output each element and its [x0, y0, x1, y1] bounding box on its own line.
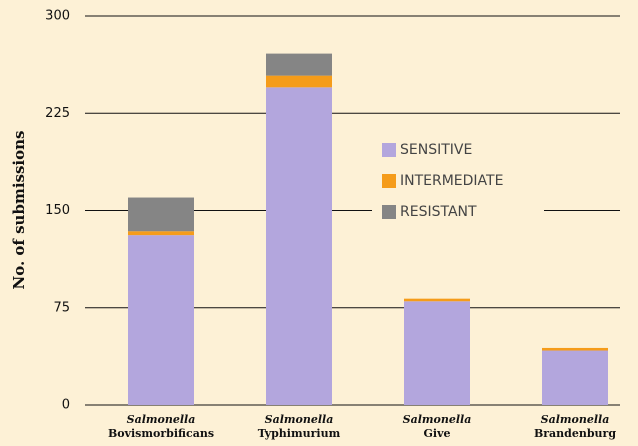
bar-segment [404, 301, 470, 405]
x-tick-label: Salmonella Typhimurium [258, 413, 341, 440]
legend-swatch [382, 143, 396, 157]
bar-segment [404, 298, 470, 302]
legend-label: INTERMEDIATE [400, 173, 503, 189]
bar-segment [266, 87, 332, 406]
y-axis-label: No. of submissions [10, 131, 28, 290]
legend-swatch [382, 205, 396, 219]
legend-background [372, 138, 544, 222]
legend-swatch [382, 174, 396, 188]
x-tick-label: Salmonella Bovismorbificans [108, 413, 214, 440]
y-tick-label: 75 [53, 300, 70, 315]
bar-segment [266, 75, 332, 88]
bar-segment [266, 53, 332, 76]
y-tick-label: 300 [45, 9, 70, 24]
bar-segment [128, 231, 194, 236]
legend-label: SENSITIVE [400, 142, 472, 158]
bar-segment [542, 347, 608, 351]
x-tick-label: Salmonella Give [403, 413, 472, 440]
bar-segment [542, 350, 608, 405]
x-tick-label: Salmonella Brandenburg [534, 413, 616, 440]
bar-segment [128, 197, 194, 232]
y-tick-label: 0 [62, 398, 70, 413]
bar-segment [128, 235, 194, 405]
y-tick-label: 225 [45, 106, 70, 121]
legend-label: RESISTANT [400, 204, 477, 220]
y-tick-label: 150 [45, 203, 70, 218]
